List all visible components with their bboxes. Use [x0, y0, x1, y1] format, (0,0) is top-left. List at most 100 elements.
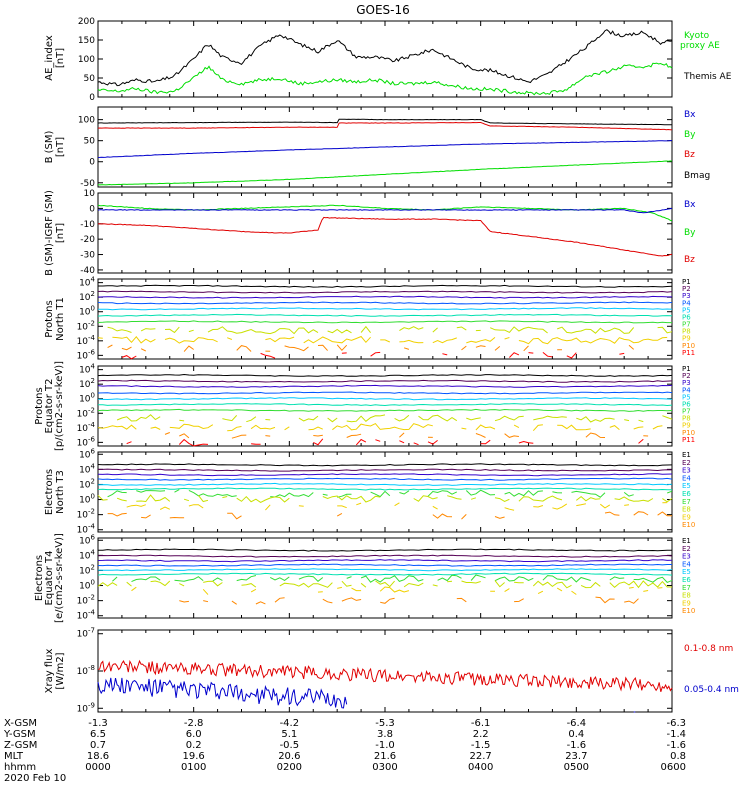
series-bigrf-0 — [97, 204, 673, 222]
ytick-label-bigrf-5: 10 — [84, 189, 96, 199]
bsm-legend-bz: Bz — [684, 150, 695, 160]
ytick-label-p_t2-2: 10-2 — [77, 406, 95, 419]
legend-p_t2-3: P3 — [682, 379, 691, 387]
xaxis-xgsm-4: -6.1 — [471, 718, 491, 729]
series-p_t1-4 — [97, 301, 673, 305]
legend-e_t3-6: E6 — [682, 490, 691, 498]
legend-p_t2-9: P9 — [682, 422, 691, 430]
series-p_t1-3 — [97, 295, 672, 299]
bsm-legend-bmag: Bmag — [684, 171, 710, 181]
series-xray-long — [97, 659, 673, 692]
series-p_t2-1 — [97, 373, 673, 377]
series-e_t3-6 — [97, 487, 672, 491]
bigrf-legend-bz: Bz — [684, 255, 695, 265]
series-p_t2-8 — [116, 414, 673, 423]
ytick-label-p_t1-4: 102 — [79, 290, 95, 303]
legend-p_t1-2: P2 — [682, 285, 691, 293]
series-p_t1-11 — [122, 352, 672, 358]
series-e_t4-6 — [97, 572, 673, 576]
ytick-label-bigrf-3: -10 — [80, 220, 95, 230]
legend-p_t2-2: P2 — [682, 372, 691, 380]
series-e_t4-4 — [97, 563, 672, 567]
series-e_t4-5 — [97, 568, 673, 572]
panel-e-t4-ylabel-1: Electrons — [34, 555, 45, 601]
series-p_t1-2 — [97, 290, 673, 294]
ytick-label-p_t1-0: 10-6 — [77, 348, 96, 361]
legend-e_t4-10: E10 — [682, 607, 695, 615]
ytick-label-bsm-2: 50 — [84, 137, 96, 147]
series-p_t1-9 — [97, 335, 668, 345]
legend-p_t1-3: P3 — [682, 292, 691, 300]
plot-date: 2020 Feb 10 — [4, 773, 66, 784]
xaxis-hhmm-6: 0600 — [661, 762, 686, 773]
xaxis-ygsm-1: 6.0 — [186, 729, 202, 740]
xaxis-zgsm-3: -1.0 — [375, 740, 395, 751]
xaxis-label-zgsm: Z-GSM — [4, 740, 37, 751]
series-p_t2-3 — [97, 384, 673, 388]
xaxis-ygsm-4: 2.2 — [473, 729, 489, 740]
ytick-label-bsm-0: -50 — [80, 179, 95, 189]
bigrf-legend-by: By — [684, 228, 696, 238]
ytick-label-e_t4-3: 102 — [79, 563, 95, 576]
legend-p_t1-1: P1 — [682, 278, 691, 286]
series-p_t1-1 — [98, 284, 673, 288]
xaxis-ygsm-6: -1.4 — [666, 729, 686, 740]
xaxis-mlt-5: 23.7 — [565, 751, 587, 762]
series-e_t3-9 — [126, 502, 668, 511]
xaxis-zgsm-0: 0.7 — [90, 740, 106, 751]
legend-e_t3-4: E4 — [682, 474, 691, 482]
legend-p_t2-7: P7 — [682, 408, 691, 416]
legend-p_t2-6: P6 — [682, 400, 691, 408]
series-p_t2-2 — [97, 379, 673, 383]
ytick-label-e_t4-4: 104 — [79, 548, 95, 561]
series-bsm-1 — [97, 121, 672, 131]
xaxis-hhmm-5: 0500 — [564, 762, 589, 773]
panel-bigrf-frame — [97, 192, 673, 274]
xray-legend-long: 0.1-0.8 nm — [684, 644, 733, 654]
panel-p-t2-ylabel-3: [p/(cm2-s-sr-keV)] — [54, 361, 65, 451]
series-p_t2-5 — [97, 397, 673, 401]
ytick-label-bigrf-2: -20 — [80, 235, 95, 245]
legend-e_t3-10: E10 — [682, 521, 695, 529]
legend-e_t3-9: E9 — [682, 513, 691, 521]
panel-p-t2-ylabel-1: Protons — [34, 387, 45, 424]
xaxis-mlt-2: 20.6 — [278, 751, 300, 762]
plot-title: GOES-16 — [356, 3, 410, 17]
ytick-label-e_t4-0: 10-4 — [77, 609, 96, 622]
plot-dynamic-layer: 0 50 100 150 200 -50 0 50 100 -40 -30 -20 -10 0 10 10-6… — [77, 17, 696, 773]
ytick-label-bigrf-0: -40 — [80, 266, 95, 276]
legend-p_t2-1: P1 — [682, 365, 691, 373]
legend-p_t1-8: P8 — [682, 328, 691, 336]
series-bigrf-1 — [97, 207, 673, 214]
panel-xray-ylabel-1: Xray flux — [44, 649, 55, 694]
ytick-label-bigrf-1: -30 — [80, 251, 95, 261]
panel-bigrf-ylabel-1: B (SM)-IGRF (SM) — [44, 190, 55, 276]
xaxis-hhmm-0: 0000 — [85, 762, 110, 773]
xaxis-zgsm-5: -1.6 — [567, 740, 587, 751]
xaxis-mlt-3: 21.6 — [374, 751, 396, 762]
ytick-label-e_t3-5: 106 — [79, 447, 95, 460]
series-p_t1-10 — [108, 345, 663, 352]
bsm-legend-by: By — [684, 130, 696, 140]
series-p_t2-10 — [165, 432, 672, 438]
bigrf-legend-bx: Bx — [684, 200, 696, 210]
legend-e_t4-3: E3 — [682, 553, 691, 561]
panel-e-t4-ylabel-2: Equator T4 — [44, 551, 55, 606]
ytick-label-bsm-1: 0 — [89, 158, 95, 168]
series-p_t2-4 — [97, 391, 673, 395]
series-e_t3-4 — [97, 477, 673, 481]
legend-p_t1-6: P6 — [682, 313, 691, 321]
ae-legend-themis: Themis AE — [683, 72, 732, 82]
legend-p_t1-4: P4 — [682, 299, 691, 307]
legend-p_t1-9: P9 — [682, 335, 691, 343]
series-e_t3-10 — [107, 511, 673, 520]
xaxis-label-xgsm: X-GSM — [4, 718, 37, 729]
series-ae-0 — [97, 29, 673, 87]
ae-legend-proxy: proxy AE — [680, 41, 720, 51]
ytick-label-ae-1: 50 — [84, 74, 96, 84]
ytick-label-p_t2-1: 10-4 — [77, 421, 96, 434]
series-ae-1 — [97, 62, 673, 96]
xaxis-ygsm-3: 3.8 — [377, 729, 393, 740]
series-e_t4-1 — [98, 548, 673, 552]
